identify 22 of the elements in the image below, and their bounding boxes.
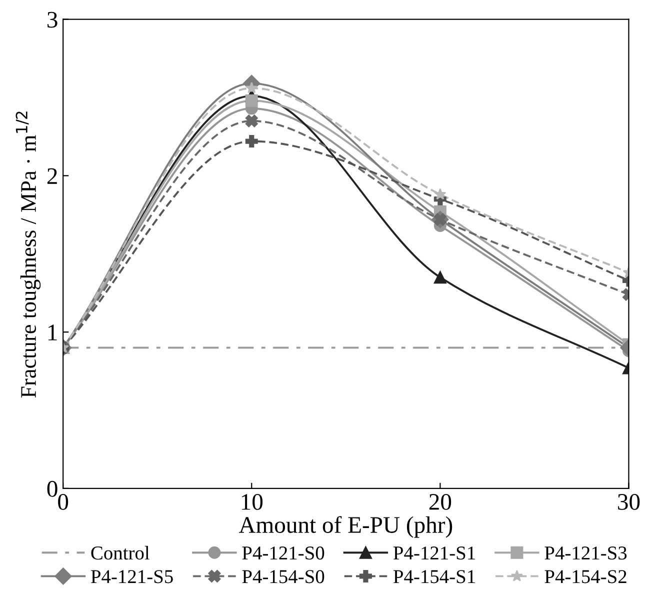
point — [245, 94, 258, 107]
y-tick-label: 2 — [47, 168, 57, 184]
y-tick-label: 3 — [48, 12, 58, 28]
legend-label: P4-121-S5 — [90, 570, 173, 584]
y-tick-label: 1 — [48, 324, 57, 340]
point — [434, 271, 446, 284]
legend-label: P4-121-S3 — [544, 546, 627, 560]
x-axis-title: Amount of E-PU (phr) — [238, 516, 452, 538]
legend-label: P4-154-S2 — [544, 570, 626, 584]
point — [245, 114, 258, 128]
y-axis-title: Fracture toughness / MPa · m$^{1/2}$ — [16, 112, 41, 398]
legend-label: P4-121-S0 — [242, 546, 324, 560]
point — [245, 135, 258, 148]
legend-label: Control — [91, 546, 150, 560]
legend-label: P4-154-S1 — [393, 570, 475, 584]
x-tick-label: 30 — [618, 494, 640, 510]
x-tick-label: 0 — [58, 494, 68, 510]
y-tick-label: 0 — [47, 480, 58, 497]
x-tick-label: 10 — [242, 494, 263, 510]
legend-label: P4-121-S1 — [393, 546, 475, 560]
x-tick-label: 20 — [429, 494, 452, 510]
legend-label: P4-154-S0 — [242, 570, 324, 584]
